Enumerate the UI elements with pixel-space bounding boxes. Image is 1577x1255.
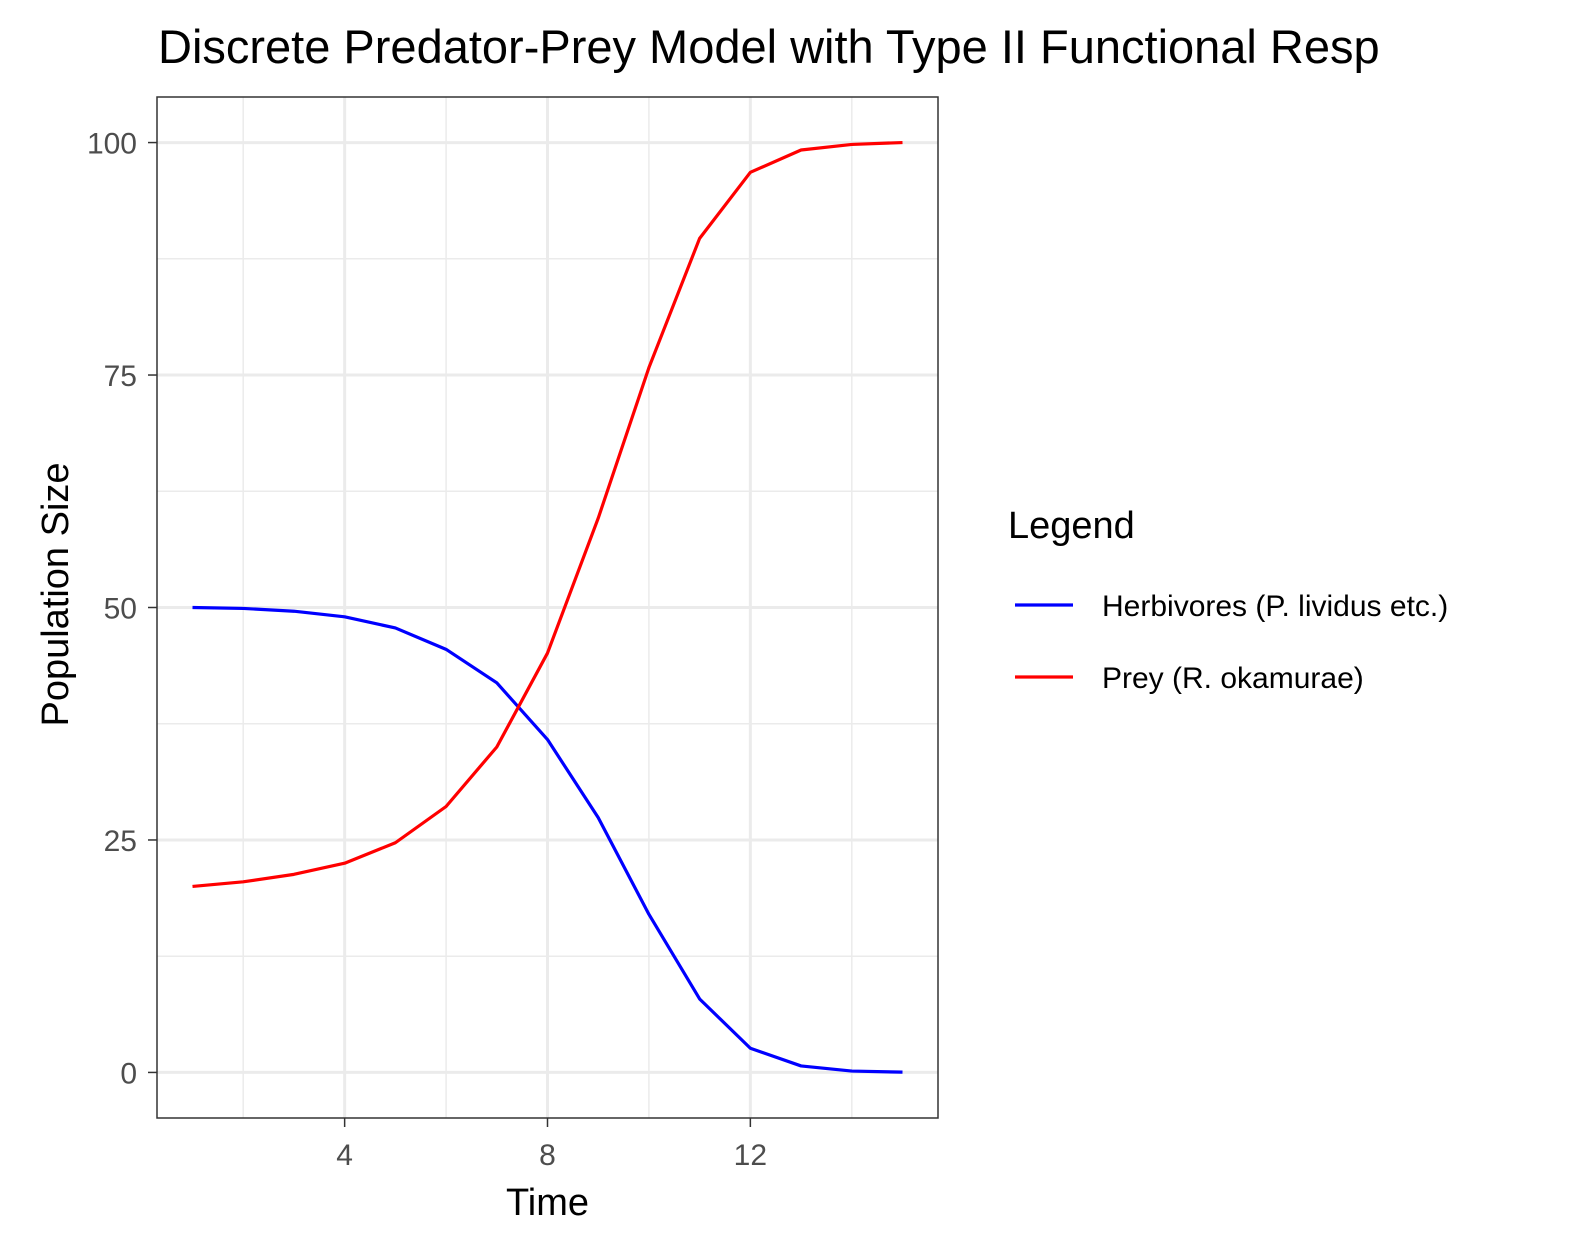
y-axis-title: Population Size bbox=[35, 462, 77, 726]
y-tick-label: 0 bbox=[120, 1057, 137, 1090]
y-tick-label: 50 bbox=[104, 593, 137, 626]
x-axis: 4 8 12 bbox=[336, 1118, 767, 1172]
y-tick-label: 25 bbox=[104, 825, 137, 858]
x-tick-label: 8 bbox=[539, 1139, 556, 1172]
series-line-2 bbox=[192, 140, 903, 889]
legend-label-1: Herbivores (P. lividus etc.) bbox=[1102, 590, 1448, 623]
chart-title: Discrete Predator-Prey Model with Type I… bbox=[158, 20, 1380, 73]
y-axis: 0 25 50 75 100 bbox=[87, 128, 157, 1090]
x-axis-title: Time bbox=[506, 1182, 589, 1224]
y-tick-label: 75 bbox=[104, 360, 137, 393]
y-tick-label: 100 bbox=[87, 128, 137, 161]
legend: Legend Herbivores (P. lividus etc.) Prey … bbox=[1008, 505, 1448, 695]
series-line-1 bbox=[192, 605, 903, 1074]
series-lines bbox=[192, 140, 903, 1074]
legend-label-2: Prey (R. okamurae) bbox=[1102, 662, 1364, 695]
major-gridlines bbox=[157, 97, 938, 1118]
legend-title: Legend bbox=[1008, 505, 1135, 547]
x-tick-label: 4 bbox=[336, 1139, 353, 1172]
x-tick-label: 12 bbox=[734, 1139, 767, 1172]
